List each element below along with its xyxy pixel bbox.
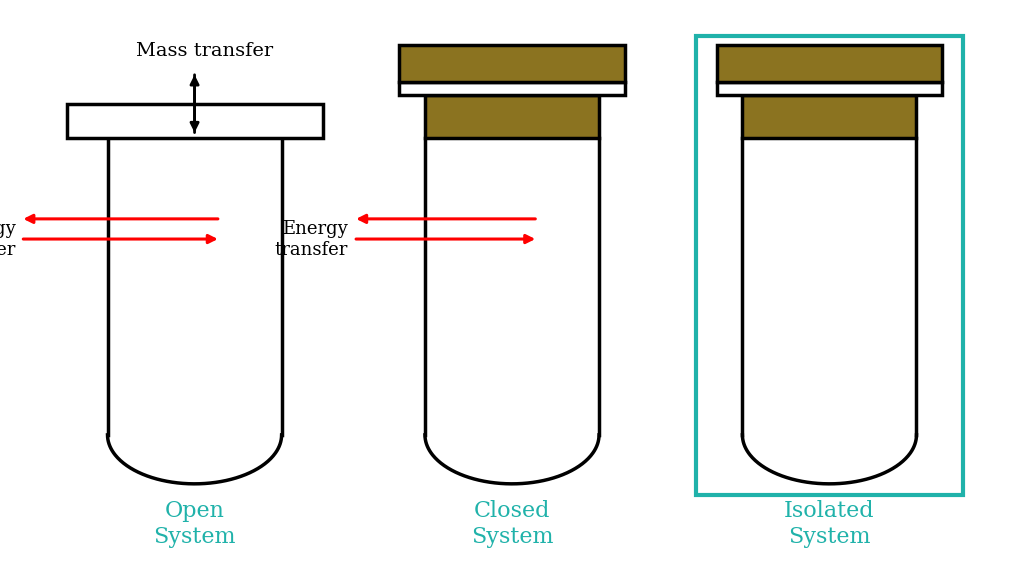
Bar [717,82,942,95]
Text: Energy
transfer: Energy transfer [0,220,15,259]
Text: Closed
System: Closed System [471,501,553,548]
Bar [696,36,963,495]
Text: Energy
transfer: Energy transfer [274,220,348,259]
Polygon shape [742,138,916,484]
Text: Mass transfer: Mass transfer [136,43,273,60]
Bar [717,45,942,82]
Bar [67,104,323,138]
Bar [399,45,625,82]
Polygon shape [108,138,282,484]
Polygon shape [425,138,599,484]
Bar [742,95,916,138]
Bar [425,95,599,138]
Text: Isolated
System: Isolated System [784,501,874,548]
Text: Open
System: Open System [154,501,236,548]
Bar [399,82,625,95]
